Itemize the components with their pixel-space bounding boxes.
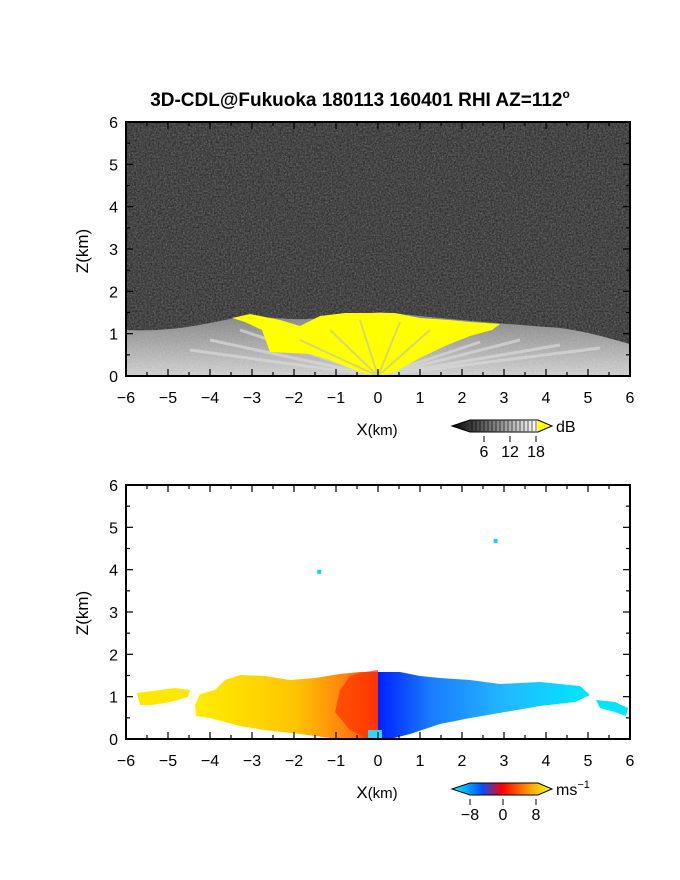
- colorbar-bar: [450, 419, 554, 433]
- x-tick-label: −2: [285, 753, 303, 770]
- x-ticks-top: −6 −5 −4 −3 −2 −1 0 1 2 3 4 5 6: [117, 122, 635, 407]
- colorbar-unit-velocity: ms−1: [556, 779, 590, 799]
- y-tick-label: 4: [109, 200, 118, 217]
- near-ground-cyan: [368, 730, 382, 739]
- x-tick-label: 2: [458, 753, 467, 770]
- y-tick-label: 0: [109, 369, 118, 386]
- velocity-field: [126, 485, 630, 739]
- colorbar-unit: dB: [556, 419, 576, 436]
- x-tick-label: −1: [327, 753, 345, 770]
- positive-velocity-near-red: [335, 670, 378, 739]
- y-ticks-top: 0 1 2 3 4 5 6: [109, 115, 630, 386]
- colorbar-tick-label: 12: [501, 444, 519, 461]
- colorbar-tick-label: 6: [480, 444, 489, 461]
- x-tick-label: −3: [243, 753, 261, 770]
- negative-velocity-echo: [378, 672, 590, 739]
- title-degree-sup: o: [562, 87, 569, 101]
- negative-velocity-far-echo: [596, 700, 628, 716]
- x-tick-label: −3: [243, 390, 261, 407]
- y-axis-label-bottom: Z(km): [73, 591, 92, 635]
- colorbar-tick-labels-top: 6 12 18: [480, 436, 545, 461]
- x-tick-label: 4: [542, 390, 551, 407]
- colorbar-minor-ticks: [471, 421, 537, 431]
- x-tick-label: −6: [117, 390, 135, 407]
- colorbar-backscatter: 6 12 18 dB: [450, 419, 576, 461]
- x-tick-label: 3: [500, 390, 509, 407]
- x-tick-label: −4: [201, 390, 219, 407]
- x-tick-label: 2: [458, 390, 467, 407]
- x-tick-label: −4: [201, 753, 219, 770]
- y-tick-label: 3: [109, 242, 118, 259]
- figure-title: 3D-CDL@Fukuoka 180113 160401 RHI AZ=112o: [150, 87, 570, 111]
- x-axis-label-bottom: X(km): [356, 783, 397, 802]
- colorbar-bar-velocity: [450, 782, 554, 796]
- y-tick-label: 6: [109, 478, 118, 495]
- y-tick-label: 0: [109, 732, 118, 749]
- y-axis-label-top: Z(km): [73, 229, 92, 273]
- colorbar-tick-label: 0: [499, 807, 508, 824]
- y-tick-label: 2: [109, 284, 118, 301]
- isolated-point: [493, 538, 498, 543]
- x-tick-label: 5: [584, 390, 593, 407]
- y-tick-label: 1: [109, 690, 118, 707]
- colorbar-tick-label: −8: [461, 807, 479, 824]
- x-ticks-bottom: −6 −5 −4 −3 −2 −1 0 1 2 3 4 5 6: [117, 485, 635, 770]
- y-tick-label: 3: [109, 605, 118, 622]
- x-tick-label: −5: [159, 390, 177, 407]
- y-tick-label: 6: [109, 115, 118, 132]
- x-axis-label-top: X(km): [356, 420, 397, 439]
- y-tick-label: 5: [109, 520, 118, 537]
- saturated-region: [232, 313, 500, 376]
- x-tick-label: 1: [416, 753, 425, 770]
- x-tick-label: 3: [500, 753, 509, 770]
- x-tick-label: 6: [626, 753, 635, 770]
- y-tick-label: 4: [109, 563, 118, 580]
- positive-velocity-far-echo: [137, 688, 190, 705]
- positive-velocity-echo: [195, 672, 378, 739]
- x-tick-label: −1: [327, 390, 345, 407]
- backscatter-field: [126, 122, 630, 376]
- x-tick-label: 0: [374, 390, 383, 407]
- x-tick-label: −2: [285, 390, 303, 407]
- colorbar-tick-label: 8: [532, 807, 541, 824]
- y-tick-label: 1: [109, 327, 118, 344]
- colorbar-tick-labels-bottom: −8 0 8: [461, 799, 541, 824]
- y-ticks-bottom: 0 1 2 3 4 5 6: [109, 478, 630, 749]
- colorbar-tick-label: 18: [527, 444, 545, 461]
- saturated-gaps: [299, 319, 431, 376]
- colorbar-velocity: −8 0 8 ms−1: [450, 779, 590, 824]
- x-tick-label: 6: [626, 390, 635, 407]
- y-tick-label: 2: [109, 647, 118, 664]
- isolated-points: [317, 538, 498, 574]
- x-tick-label: −6: [117, 753, 135, 770]
- x-tick-label: 4: [542, 753, 551, 770]
- x-tick-label: 5: [584, 753, 593, 770]
- x-tick-label: 1: [416, 390, 425, 407]
- x-tick-label: −5: [159, 753, 177, 770]
- isolated-point: [317, 569, 322, 574]
- y-tick-label: 5: [109, 157, 118, 174]
- x-tick-label: 0: [374, 753, 383, 770]
